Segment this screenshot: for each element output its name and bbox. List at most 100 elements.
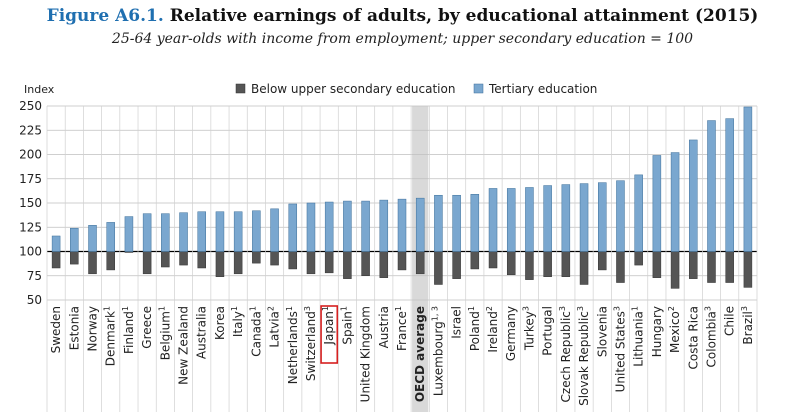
figure-number: Figure A6.1. [46,6,164,26]
axis-layer: 50 75 100 125 150 175 200 225 250 Index Sweden Esto… [19,83,755,406]
bar-below-upper-secondary [324,251,334,274]
x-tick-label: Netherlands1 [285,306,300,384]
bar-below-upper-secondary [689,251,698,279]
x-tick-label: Ireland2 [485,306,500,353]
bar-below-upper-secondary [306,251,316,275]
x-tick-label: Denmark1 [103,306,118,366]
x-tick-label: Turkey3 [521,306,536,351]
bar-below-upper-secondary [106,251,115,271]
y-tick-label: 50 [27,293,42,307]
bar-below-upper-secondary [215,251,225,277]
x-tick-label: Estonia [67,306,81,350]
bar-below-upper-secondary [543,251,552,277]
bar-below-upper-secondary [634,251,643,266]
y-tick-label: 75 [27,269,42,283]
bar-below-upper-secondary [379,251,389,278]
bar-tertiary [270,208,279,252]
japan-highlight-box [320,305,339,364]
bar-tertiary [142,213,152,252]
bar-tertiary [543,185,552,252]
x-tick-label: Norway [86,306,100,352]
bar-below-upper-secondary [525,251,534,280]
bar-below-upper-secondary [142,251,152,275]
bar-tertiary [415,197,425,252]
bar-below-upper-secondary [179,251,188,266]
bar-tertiary [252,210,261,252]
bar-tertiary [707,120,716,252]
bar-tertiary [689,139,698,252]
x-tick-label: Costa Rica [686,306,700,369]
bar-tertiary [361,200,370,252]
bar-tertiary [51,235,61,252]
bar-tertiary [343,200,352,252]
legend-label: Below upper secondary education [251,82,455,96]
bar-below-upper-secondary [197,251,206,269]
bar-below-upper-secondary [288,251,298,270]
bar-tertiary [670,152,680,252]
bar-below-upper-secondary [488,251,498,269]
bar-below-upper-secondary [343,251,352,279]
y-tick-label: 200 [19,148,42,162]
bar-below-upper-secondary [361,251,370,276]
legend: Below upper secondary education Tertiary … [235,82,597,96]
bar-below-upper-secondary [652,251,662,278]
bar-below-upper-secondary [725,251,734,283]
x-tick-label: Italy1 [230,306,245,337]
bar-below-upper-secondary [270,251,279,266]
x-tick-label: Greece [140,306,154,349]
legend-swatch-tertiary [473,83,484,94]
x-tick-label: Slovak Republic3 [576,306,591,406]
bar-tertiary [288,203,298,252]
bar-tertiary [106,222,115,252]
bar-below-upper-secondary [434,251,443,285]
x-tick-label: Lithuania1 [631,306,646,367]
x-tick-label: Sweden [49,306,63,353]
bar-tertiary [652,155,662,252]
x-tick-label: Austria [377,306,391,348]
figure-title-text: Relative earnings of adults, by educatio… [169,6,759,26]
x-tick-label: OECD average [413,306,427,402]
x-tick-label: Germany [504,306,518,361]
bar-below-upper-secondary [397,251,407,271]
bar-below-upper-secondary [470,251,480,270]
x-tick-label: Israel [450,306,464,339]
bar-tertiary [379,199,389,252]
x-tick-label: Chile [723,306,737,336]
bar-below-upper-secondary [743,251,753,288]
bar-tertiary [197,211,206,252]
y-axis-label: Index [24,83,55,96]
bar-below-upper-secondary [598,251,607,271]
bar-below-upper-secondary [233,251,243,275]
bar-tertiary [598,182,607,252]
x-tick-label: Canada1 [248,306,263,357]
bar-tertiary [525,187,534,252]
bar-tertiary [88,225,97,252]
bar-below-upper-secondary [579,251,589,285]
x-tick-label: Slovenia [595,306,609,357]
bar-tertiary [233,211,243,252]
x-tick-label: New Zealand [177,306,191,385]
bar-below-upper-secondary [561,251,571,277]
x-tick-label: Colombia3 [703,306,718,367]
bar-tertiary [579,183,589,252]
bar-tertiary [324,201,334,252]
x-tick-label: Finland1 [121,306,136,354]
x-tick-label: Luxembourg1, 3 [430,306,445,396]
bar-tertiary [725,118,734,252]
bar-below-upper-secondary [161,251,170,268]
x-tick-label: Australia [195,306,209,359]
bar-tertiary [306,202,316,252]
legend-swatch-below-upper-secondary [235,83,246,94]
bar-tertiary [616,180,625,252]
x-tick-label: Portugal [541,306,555,356]
y-tick-label: 175 [19,172,42,186]
figure-header: Figure A6.1. Relative earnings of adults… [0,6,805,47]
x-tick-label: Czech Republic3 [558,306,573,402]
bar-below-upper-secondary [252,251,261,264]
bar-below-upper-secondary [506,251,516,276]
x-tick-label: Mexico2 [667,306,682,353]
y-tick-label: 100 [19,245,42,259]
bar-tertiary [634,174,643,252]
x-tick-label: Brazil3 [740,306,755,345]
bar-below-upper-secondary [707,251,716,283]
